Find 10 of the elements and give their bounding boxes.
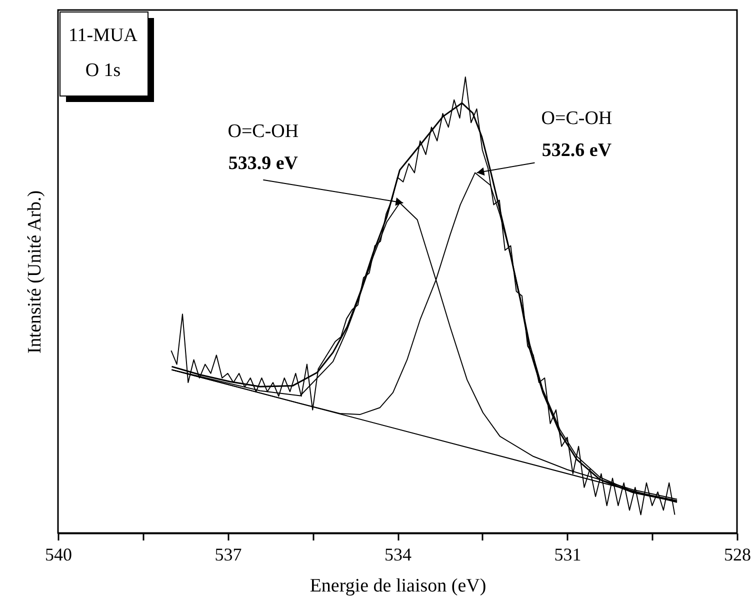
annotation: O=C-OH 533.9 eV bbox=[228, 120, 299, 174]
annotation: O=C-OH 532.6 eV bbox=[541, 108, 612, 161]
x-tick-label: 531 bbox=[554, 544, 582, 564]
x-tick-label: 534 bbox=[384, 544, 412, 564]
annotation: 11-MUA O 1s bbox=[68, 25, 138, 81]
x-axis-title: Energie de liaison (eV) bbox=[310, 576, 486, 596]
x-tick-label: 537 bbox=[214, 544, 242, 564]
x-tick-label: 540 bbox=[45, 544, 72, 564]
x-tick-label: 528 bbox=[724, 544, 751, 564]
y-axis-title: Intensité (Unité Arb.) bbox=[24, 190, 46, 354]
